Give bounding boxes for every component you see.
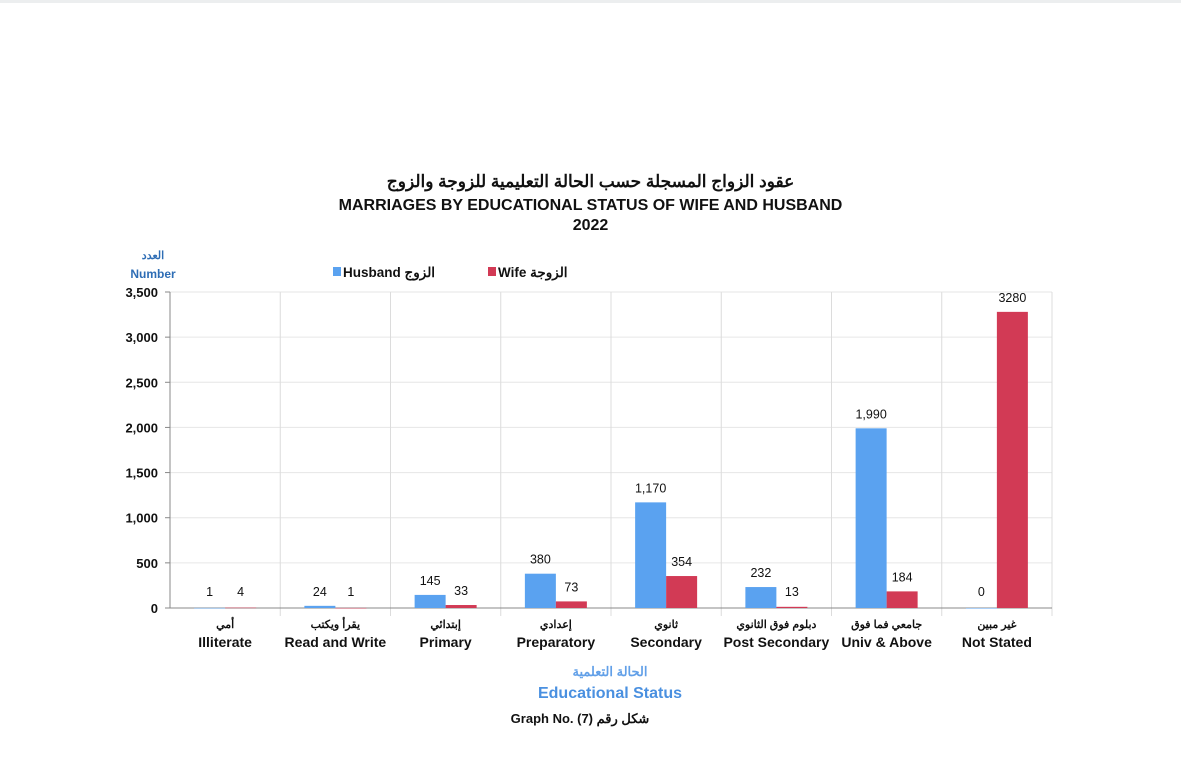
data-label: 1,990 <box>855 407 886 421</box>
x-tick-label: Preparatory <box>517 634 596 650</box>
x-tick-label: Not Stated <box>962 634 1032 650</box>
y-axis-label: Number <box>130 267 176 281</box>
bar-wife <box>555 601 587 608</box>
data-label: 3280 <box>998 291 1026 305</box>
x-tick-label-arabic: دبلوم فوق الثانوي <box>736 619 816 632</box>
legend-label: Wife الزوجة <box>498 265 568 281</box>
bar-wife <box>996 311 1028 608</box>
x-tick-label-arabic: جامعي فما فوق <box>851 619 922 632</box>
y-tick-label: 2,500 <box>125 375 158 390</box>
y-tick-label: 3,000 <box>125 330 158 345</box>
x-tick-label: Read and Write <box>285 634 387 650</box>
legend-swatch <box>488 267 496 276</box>
bar-husband <box>194 607 226 609</box>
x-tick-label: Secondary <box>630 634 702 650</box>
chart-title: MARRIAGES BY EDUCATIONAL STATUS OF WIFE … <box>338 197 843 214</box>
bar-husband <box>745 587 777 608</box>
y-tick-label: 500 <box>136 556 158 571</box>
y-tick-label: 1,500 <box>125 466 158 481</box>
x-tick-label: Primary <box>420 634 472 650</box>
bar-husband <box>965 608 997 609</box>
x-tick-label: Post Secondary <box>723 634 829 650</box>
y-tick-label: 1,000 <box>125 511 158 526</box>
data-label: 354 <box>671 555 692 569</box>
x-tick-label: Univ & Above <box>841 634 932 650</box>
bar-wife <box>225 607 257 609</box>
data-label: 232 <box>750 566 771 580</box>
top-border <box>0 0 1181 3</box>
legend-swatch <box>333 267 341 276</box>
data-label: 380 <box>530 553 551 567</box>
bar-husband <box>635 502 667 608</box>
chart-title-arabic: عقود الزواج المسجلة حسب الحالة التعليمية… <box>386 172 795 191</box>
y-tick-label: 3,500 <box>125 285 158 300</box>
data-label: 13 <box>785 585 799 599</box>
data-label: 145 <box>420 574 441 588</box>
x-tick-label-arabic: إعدادي <box>540 619 572 632</box>
data-label: 1,170 <box>635 481 666 495</box>
data-label: 24 <box>313 585 327 599</box>
bar-wife <box>335 607 367 609</box>
y-tick-label: 2,000 <box>125 420 158 435</box>
bar-wife <box>886 591 918 608</box>
legend-label: Husband الزوج <box>343 265 435 281</box>
bar-husband <box>855 428 887 608</box>
bar-husband <box>524 573 556 608</box>
chart-subtitle: 2022 <box>572 217 609 234</box>
data-label: 1 <box>347 585 354 599</box>
y-tick-label: 0 <box>151 601 158 616</box>
x-tick-label-arabic: أمي <box>216 617 234 632</box>
x-tick-label-arabic: ثانوي <box>654 619 678 632</box>
bar-wife <box>445 605 477 608</box>
x-axis-label-arabic: الحالة التعلمية <box>573 664 648 679</box>
data-label: 4 <box>237 585 244 599</box>
data-label: 33 <box>454 584 468 598</box>
x-tick-label-arabic: إبتدائي <box>430 619 461 632</box>
data-label: 0 <box>978 585 985 599</box>
x-axis-label: Educational Status <box>538 685 682 702</box>
data-label: 184 <box>892 570 913 584</box>
bar-wife <box>776 606 808 608</box>
bar-husband <box>304 605 336 608</box>
figure-caption: Graph No. (7) شكل رقم <box>511 711 650 727</box>
x-tick-label-arabic: يقرأ ويكتب <box>311 617 360 631</box>
x-tick-label-arabic: غير مبين <box>977 619 1016 631</box>
bar-husband <box>414 594 446 608</box>
data-label: 1 <box>206 585 213 599</box>
y-axis-label-arabic: العدد <box>142 250 164 262</box>
bar-wife <box>666 576 698 608</box>
x-tick-label: Illiterate <box>198 634 252 650</box>
data-label: 73 <box>564 580 578 594</box>
